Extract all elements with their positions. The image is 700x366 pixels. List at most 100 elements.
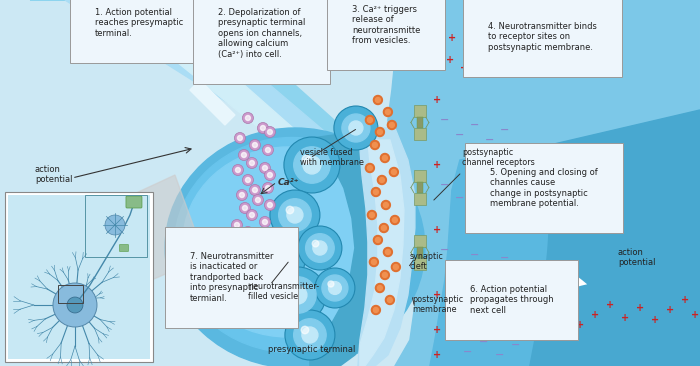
Circle shape (328, 281, 342, 294)
Circle shape (349, 121, 363, 135)
Circle shape (373, 235, 382, 244)
Text: +: + (490, 47, 498, 57)
Text: −: − (455, 260, 465, 270)
Circle shape (242, 205, 247, 210)
Text: −: − (500, 253, 510, 263)
Polygon shape (360, 140, 404, 366)
Circle shape (260, 217, 270, 228)
Polygon shape (30, 0, 390, 170)
Circle shape (373, 96, 382, 105)
Text: postsynaptic
channel receptors: postsynaptic channel receptors (462, 148, 535, 167)
Circle shape (232, 220, 242, 231)
Circle shape (267, 202, 272, 208)
Circle shape (365, 164, 375, 172)
Circle shape (242, 112, 253, 123)
Circle shape (312, 240, 318, 247)
Text: −: − (500, 185, 510, 195)
Circle shape (258, 123, 268, 134)
Circle shape (315, 268, 355, 308)
Circle shape (302, 327, 318, 343)
Text: +: + (434, 43, 442, 53)
Text: +: + (460, 63, 468, 73)
Circle shape (289, 286, 307, 304)
Circle shape (328, 281, 334, 287)
Circle shape (375, 97, 380, 102)
Circle shape (246, 229, 251, 235)
Circle shape (386, 295, 394, 305)
Circle shape (287, 207, 303, 223)
Text: −: − (485, 135, 495, 145)
Circle shape (249, 213, 254, 217)
Circle shape (368, 117, 372, 123)
Text: +: + (433, 95, 441, 105)
Circle shape (372, 259, 377, 265)
Polygon shape (100, 0, 335, 165)
Text: −: − (470, 183, 480, 193)
Circle shape (286, 206, 294, 214)
Polygon shape (414, 258, 426, 270)
Text: −: − (480, 337, 489, 347)
Text: +: + (471, 320, 479, 330)
Circle shape (246, 157, 258, 168)
Circle shape (386, 109, 391, 115)
Text: neurotransmitter-
filled vesicle: neurotransmitter- filled vesicle (248, 282, 319, 301)
Circle shape (377, 176, 386, 184)
Circle shape (391, 262, 400, 272)
Text: +: + (476, 35, 484, 45)
Circle shape (368, 165, 372, 171)
Text: synaptic
cleft: synaptic cleft (410, 252, 444, 272)
Text: +: + (446, 55, 454, 65)
Text: −: − (500, 125, 510, 135)
Circle shape (280, 277, 316, 313)
Circle shape (389, 168, 398, 176)
Circle shape (265, 169, 275, 180)
Text: −: − (485, 195, 495, 205)
Circle shape (370, 213, 374, 217)
Text: +: + (546, 317, 554, 327)
Ellipse shape (174, 138, 410, 352)
Circle shape (386, 250, 391, 254)
FancyArrowPatch shape (477, 276, 587, 299)
Circle shape (267, 130, 272, 134)
Circle shape (270, 190, 320, 240)
Circle shape (370, 141, 379, 149)
Circle shape (393, 217, 398, 223)
Text: +: + (531, 303, 539, 313)
Circle shape (377, 130, 382, 134)
Circle shape (301, 326, 309, 334)
Ellipse shape (183, 147, 393, 337)
Polygon shape (310, 130, 400, 366)
Circle shape (262, 183, 274, 194)
Text: −: − (455, 193, 465, 203)
Circle shape (270, 267, 326, 323)
Circle shape (67, 297, 83, 313)
Circle shape (262, 165, 267, 171)
Text: 5. Opening and closing of
channles cause
change in postsynaptic
membrane potenti: 5. Opening and closing of channles cause… (490, 168, 598, 208)
Circle shape (372, 187, 380, 197)
Circle shape (260, 163, 270, 173)
Circle shape (393, 265, 398, 269)
Text: +: + (433, 325, 441, 335)
Text: +: + (433, 350, 441, 360)
Circle shape (279, 199, 312, 231)
Circle shape (384, 247, 393, 257)
Circle shape (262, 220, 267, 224)
Text: +: + (456, 305, 464, 315)
Circle shape (265, 250, 274, 258)
Polygon shape (358, 128, 415, 366)
Polygon shape (93, 175, 195, 285)
Circle shape (246, 209, 258, 220)
Circle shape (375, 127, 384, 137)
Text: +: + (462, 45, 470, 55)
Text: +: + (433, 160, 441, 170)
FancyBboxPatch shape (5, 192, 153, 362)
Circle shape (260, 126, 265, 131)
FancyBboxPatch shape (8, 195, 150, 359)
Circle shape (384, 108, 393, 116)
Text: +: + (500, 323, 509, 333)
Circle shape (389, 123, 394, 127)
Text: −: − (470, 250, 480, 260)
Text: +: + (448, 33, 456, 43)
Circle shape (294, 147, 330, 183)
Text: −: − (455, 130, 465, 140)
